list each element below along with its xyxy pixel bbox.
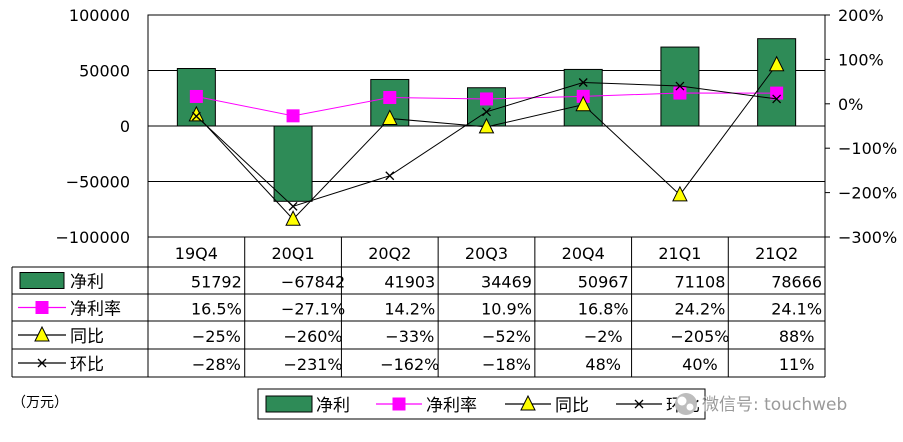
table-cell: 34469 bbox=[481, 273, 532, 292]
category-label: 21Q2 bbox=[755, 244, 798, 263]
right-axis-tick-label: 0% bbox=[838, 95, 863, 114]
row-key-bar bbox=[19, 272, 65, 289]
table-cell: −52% bbox=[482, 327, 531, 346]
table-cell: −260% bbox=[283, 327, 342, 346]
row-key-marker bbox=[37, 358, 47, 368]
table-cell: 48% bbox=[585, 355, 621, 374]
category-label: 20Q3 bbox=[465, 244, 508, 263]
point-square bbox=[286, 109, 300, 123]
table-cell: −2% bbox=[584, 327, 623, 346]
right-axis-tick-label: 200% bbox=[838, 6, 884, 25]
point-x bbox=[675, 81, 685, 91]
point-square bbox=[189, 89, 203, 103]
point-triangle bbox=[768, 55, 785, 72]
table-cell: −33% bbox=[385, 327, 434, 346]
watermark: 微信号: touchweb bbox=[675, 393, 847, 415]
bar-net-profit bbox=[273, 125, 313, 202]
table-cell: 16.8% bbox=[578, 300, 629, 319]
category-label: 21Q1 bbox=[658, 244, 701, 263]
wechat-icon-bubble bbox=[677, 396, 687, 406]
table-cell: −162% bbox=[380, 355, 439, 374]
table-cell: 24.2% bbox=[675, 300, 726, 319]
wechat-icon bbox=[675, 393, 697, 415]
table-cell: 41903 bbox=[384, 273, 435, 292]
legend-key-marker bbox=[520, 394, 536, 411]
point-x bbox=[288, 201, 298, 211]
left-axis-tick-label: −100000 bbox=[56, 228, 130, 247]
legend-key-bar bbox=[265, 395, 313, 413]
left-axis-tick-label: 0 bbox=[120, 117, 130, 136]
right-axis-tick-label: 100% bbox=[838, 50, 884, 69]
left-axis-tick-label: 50000 bbox=[79, 62, 130, 81]
category-label: 20Q2 bbox=[368, 244, 411, 263]
gridlines bbox=[147, 14, 826, 238]
point-square bbox=[673, 86, 687, 100]
table-cell: −67842 bbox=[281, 273, 345, 292]
row-header: 环比 bbox=[70, 355, 104, 375]
table-cell: −27.1% bbox=[281, 300, 345, 319]
table-cell: 71108 bbox=[674, 273, 725, 292]
legend-box bbox=[257, 388, 706, 420]
point-square bbox=[480, 92, 493, 106]
left-axis-tick-label: −50000 bbox=[66, 173, 130, 192]
point-x bbox=[385, 171, 395, 181]
point-triangle bbox=[188, 105, 205, 122]
table-cell: 78666 bbox=[771, 273, 822, 292]
legend: 净利净利率同比环比 bbox=[257, 388, 706, 420]
category-label: 20Q4 bbox=[562, 244, 605, 263]
point-triangle bbox=[478, 117, 495, 134]
legend-label: 净利 bbox=[316, 396, 350, 416]
point-x bbox=[772, 94, 782, 104]
right-axis-tick-label: −100% bbox=[838, 139, 897, 158]
row-header: 同比 bbox=[70, 327, 104, 347]
legend-key-marker bbox=[634, 399, 644, 409]
table-cell: −18% bbox=[482, 355, 531, 374]
legend-label: 同比 bbox=[555, 396, 589, 416]
row-key-marker bbox=[34, 325, 50, 342]
table-cell: 10.9% bbox=[481, 300, 532, 319]
table-cell: 11% bbox=[779, 355, 815, 374]
point-x bbox=[191, 111, 201, 121]
table-cell: 14.2% bbox=[384, 300, 435, 319]
table-cell: 51792 bbox=[191, 273, 242, 292]
point-x bbox=[578, 78, 588, 87]
legend-key-marker bbox=[392, 397, 406, 411]
point-square bbox=[383, 90, 397, 104]
right-axis-tick-label: −200% bbox=[838, 184, 897, 203]
table-cell: 16.5% bbox=[191, 300, 242, 319]
point-triangle bbox=[672, 185, 688, 202]
point-x bbox=[482, 107, 491, 117]
row-header: 净利率 bbox=[70, 300, 121, 320]
category-label: 20Q1 bbox=[272, 244, 315, 263]
unit-label: （万元） bbox=[12, 395, 68, 411]
table-cell: 50967 bbox=[578, 273, 629, 292]
category-label: 19Q4 bbox=[175, 244, 218, 263]
row-key-marker bbox=[35, 301, 49, 314]
point-triangle bbox=[381, 109, 398, 125]
row-header: 净利 bbox=[70, 273, 104, 293]
point-triangle bbox=[575, 95, 592, 112]
table-cell: 40% bbox=[682, 355, 718, 374]
right-axis-tick-label: −300% bbox=[838, 228, 897, 247]
left-axis-tick-label: 100000 bbox=[69, 6, 130, 25]
point-triangle bbox=[285, 210, 301, 226]
table-cell: −25% bbox=[192, 327, 241, 346]
legend-label: 净利率 bbox=[426, 396, 477, 416]
table-cell: −231% bbox=[283, 355, 342, 374]
axes: 100000 50000 0 −50000 −100000 200% 100% 0% −100%… bbox=[56, 6, 898, 247]
table-cell: 88% bbox=[779, 327, 815, 346]
line-series bbox=[188, 55, 785, 226]
wechat-icon-bubble-small bbox=[686, 403, 694, 411]
data-table: 19Q4 20Q1 20Q2 20Q3 20Q4 21Q1 21Q2 净利 51792 −6784… bbox=[11, 237, 826, 378]
table-cell: 24.1% bbox=[771, 300, 822, 319]
table-cell: −28% bbox=[192, 355, 241, 374]
watermark-text: 微信号: touchweb bbox=[702, 395, 847, 415]
table-cell: −205% bbox=[670, 327, 729, 346]
point-square bbox=[770, 86, 784, 100]
